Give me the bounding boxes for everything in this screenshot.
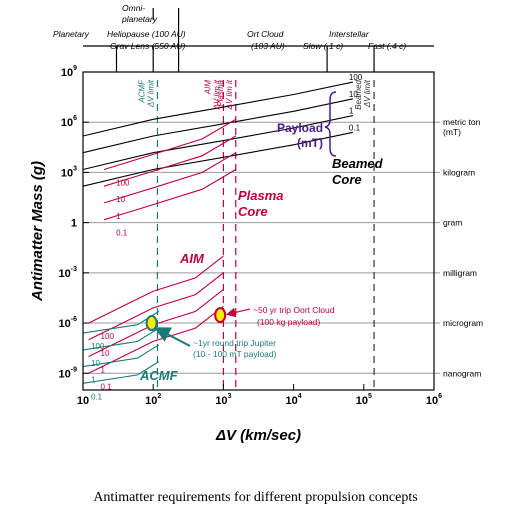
arrow-jupiter (154, 327, 191, 347)
mission-label-2: Ort Cloud (247, 29, 284, 39)
figure-caption: Antimatter requirements for different pr… (93, 490, 418, 505)
y-tick-label-0: 109 (61, 65, 77, 79)
payload-label-0-2: 1 (349, 107, 354, 116)
limit-label-3: Beamed (354, 79, 363, 109)
annotations: ~50 yr trip Oort Cloud (100 kg payload) ~1… (145, 305, 335, 359)
y-tick-label-3: 1 (71, 218, 77, 230)
series-curves (82, 81, 354, 384)
curve-2-3 (88, 305, 224, 374)
plot-axes (82, 8, 435, 391)
limit-sublabel-3: ΔV limit (363, 79, 372, 108)
payload-legend-title: Payload (277, 121, 323, 135)
antimatter-chart: metric ton(mT)kilogramgrammilligrammicro… (29, 3, 483, 444)
region-label-beamed-2: Core (332, 172, 362, 187)
y-tick-label-5: 10-6 (59, 316, 78, 330)
payload-label-0-3: 0.1 (349, 123, 361, 132)
mission-label2-3: Slow (.1 c) (303, 41, 343, 51)
annotation-jupiter-1: ~1yr round trip Jupiter (193, 338, 276, 348)
payload-label-1-0: 100 (116, 178, 130, 187)
region-label-beamed: Beamed (332, 156, 384, 171)
mission-label2-2: (103 AU) (251, 41, 285, 51)
x-axis-label: ΔV (km/sec) (215, 427, 301, 444)
payload-label-2-1: 10 (101, 349, 110, 358)
curve-3-2 (82, 344, 160, 368)
region-label-acmf: ACMF (139, 368, 179, 383)
mission-label-4: Fast (.4 c) (368, 41, 406, 51)
curve-0-1 (82, 98, 354, 154)
unit-label2-0: (mT) (443, 127, 461, 137)
region-label-aim: AIM (179, 251, 205, 266)
mission-label-0: Planetary (53, 29, 90, 39)
unit-label-2: gram (443, 218, 462, 228)
unit-label-4: microgram (443, 318, 483, 328)
limit-label-0: ACMF (137, 79, 146, 104)
region-label-plasma-2: Core (238, 204, 268, 219)
payload-label-2-2: 1 (101, 366, 106, 375)
chart-text: metric ton(mT)kilogramgrammilligrammicro… (29, 3, 483, 444)
payload-label-0-1: 10 (349, 90, 358, 99)
curve-3-3 (82, 361, 160, 384)
curve-2-1 (88, 272, 224, 341)
mission-omni-line2: planetary (121, 14, 158, 24)
x-tick-label-5: 106 (426, 393, 442, 407)
x-tick-label-4: 105 (356, 393, 372, 407)
mission-omni-line1: Omni- (122, 3, 145, 13)
limit-sublabel-1: ΔV lim it (212, 79, 221, 110)
annotation-jupiter-2: (10 - 100 mT payload) (193, 349, 277, 359)
curve-2-0 (88, 255, 224, 324)
payload-label-3-2: 1 (91, 376, 96, 385)
curve-1-1 (103, 135, 237, 187)
curve-3-1 (82, 327, 160, 351)
region-label-plasma: Plasma (238, 188, 284, 203)
limit-label-1: AIM (203, 80, 212, 96)
payload-legend-brace (324, 91, 337, 157)
payload-label-2-3: 0.1 (101, 382, 113, 391)
payload-label-2-0: 100 (101, 332, 115, 341)
curve-0-3 (82, 131, 354, 187)
payload-label-1-2: 1 (116, 212, 121, 221)
curve-1-0 (103, 118, 237, 171)
curve-1-3 (103, 169, 237, 221)
unit-label-1: kilogram (443, 167, 475, 177)
mission-label-1: Heliopause (100 AU) (107, 29, 186, 39)
plot-frame (82, 71, 435, 391)
y-tick-label-4: 10-3 (59, 266, 78, 280)
annotation-oort-1: ~50 yr trip Oort Cloud (253, 305, 335, 315)
payload-label-1-1: 10 (116, 195, 125, 204)
x-tick-label-1: 102 (145, 393, 161, 407)
payload-label-3-1: 10 (91, 359, 100, 368)
unit-label-5: nanogram (443, 368, 481, 378)
mission-label2-1: Grav Lens (550 AU) (110, 41, 185, 51)
annotation-oort-2: (100 kg payload) (257, 317, 320, 327)
limit-sublabel-0: ΔV limit (146, 79, 155, 108)
payload-label-0-0: 100 (349, 73, 363, 82)
curve-0-0 (82, 81, 354, 137)
mission-label-3: Interstellar (329, 29, 370, 39)
marker-jupiter (145, 315, 158, 332)
y-tick-label-1: 106 (61, 115, 77, 129)
limit-label-2: Plasma (216, 79, 225, 106)
payload-label-1-3: 0.1 (116, 229, 128, 238)
unit-label-3: milligram (443, 268, 477, 278)
curve-2-2 (88, 289, 224, 357)
curve-0-2 (82, 115, 354, 171)
payload-label-3-0: 100 (91, 342, 105, 351)
y-tick-label-6: 10-9 (59, 366, 78, 380)
x-tick-label-3: 104 (286, 393, 302, 407)
unit-label-0: metric ton (443, 117, 481, 127)
curve-1-2 (103, 152, 237, 204)
payload-legend-units: (mT) (297, 136, 323, 150)
x-tick-label-2: 103 (215, 393, 231, 407)
payload-label-3-3: 0.1 (91, 392, 103, 401)
x-tick-label-0: 10 (77, 395, 89, 407)
limit-sublabel-2: ΔV lim it (225, 79, 234, 110)
y-axis-label: Antimatter Mass (g) (29, 161, 46, 302)
arrow-oort (225, 307, 251, 318)
marker-oort (214, 307, 227, 324)
y-tick-label-2: 103 (61, 165, 77, 179)
